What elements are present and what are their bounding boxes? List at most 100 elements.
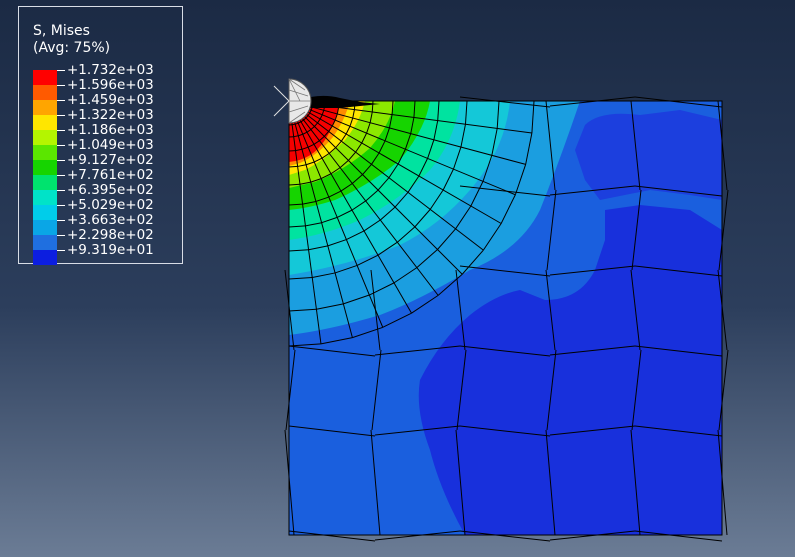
mesh-edge (482, 155, 493, 182)
rigid-indenter[interactable] (273, 78, 312, 124)
mesh-edge (630, 269, 641, 351)
legend-entry: +5.029e+02 (33, 197, 183, 220)
mesh-edge (312, 272, 336, 278)
mesh-edge (634, 185, 723, 197)
mesh-edge (546, 189, 557, 271)
mesh-edge (414, 209, 431, 228)
mesh-edge (482, 223, 502, 251)
legend-value-label: +6.395e+02 (67, 182, 154, 198)
mesh-edge (285, 349, 296, 431)
mesh-edge (351, 200, 366, 211)
mesh-edge (437, 100, 440, 121)
mesh-edge (321, 216, 338, 224)
mesh-edge (288, 165, 298, 168)
mesh-edge (634, 425, 723, 437)
mesh-edge (288, 308, 317, 312)
mesh-edge (410, 117, 415, 134)
legend-title: S, Mises (Avg: 75%) (33, 23, 110, 57)
mesh-edge (320, 337, 353, 345)
mesh-edge (630, 429, 641, 536)
mesh-edge (365, 189, 379, 202)
mesh-edge (546, 349, 557, 431)
mesh-edge (297, 121, 302, 124)
mesh-edge (369, 111, 373, 123)
mesh-edge (334, 113, 338, 121)
mesh-edge (340, 133, 347, 142)
mesh-edge (303, 117, 307, 121)
mesh-edge (349, 117, 354, 127)
mesh-edge (305, 115, 309, 119)
mesh-edge (717, 429, 728, 536)
mesh-edge (371, 349, 382, 431)
mesh-edge (397, 148, 406, 165)
legend-value-label: +1.459e+03 (67, 92, 154, 108)
mesh-edge (393, 267, 418, 284)
legend-tick (57, 100, 65, 101)
legend-entry: +1.049e+03 (33, 137, 183, 160)
mesh-edge (374, 425, 461, 436)
legend-entry: +1.732e+03 (33, 62, 183, 85)
mesh-edge (313, 140, 320, 145)
mesh-edge (634, 96, 723, 108)
mesh-edge (284, 269, 295, 351)
mesh-edge (302, 200, 317, 205)
mesh-edge (288, 343, 322, 347)
legend-entry: +1.186e+03 (33, 122, 183, 145)
mesh-edge (394, 191, 409, 208)
mesh-edge (314, 122, 318, 127)
legend-color-swatch (33, 220, 57, 235)
mesh-edge (634, 345, 723, 357)
mesh-edge (456, 349, 467, 431)
mesh-edge (459, 530, 551, 542)
legend-tick (57, 250, 65, 251)
mesh-edge (437, 228, 456, 250)
mesh-edge (307, 112, 311, 116)
legend-tick (57, 130, 65, 131)
mesh-edge (370, 429, 381, 536)
mesh-edge (433, 120, 439, 140)
mesh-edge (363, 219, 381, 232)
mesh-edge (293, 135, 299, 138)
mesh-edge (496, 100, 500, 129)
mesh-edge (370, 269, 381, 351)
legend-entry: +1.459e+03 (33, 92, 183, 115)
legend-entry: +6.395e+02 (33, 182, 183, 205)
legend-color-swatch (33, 250, 57, 265)
legend-value-label: +7.761e+02 (67, 167, 154, 183)
mesh-edge (298, 133, 303, 137)
legend-entry: +3.663e+02 (33, 212, 183, 235)
mesh-edge (718, 349, 729, 431)
mesh-edge (315, 196, 329, 202)
mesh-edge (459, 185, 551, 197)
mesh-edge (314, 157, 323, 163)
legend-tick (57, 235, 65, 236)
contour-legend: S, Mises (Avg: 75%) +1.732e+03 +1.596e+03… (18, 6, 183, 265)
mesh-edge (288, 425, 376, 437)
legend-value-label: +1.049e+03 (67, 137, 154, 153)
mesh-edge (545, 100, 556, 191)
mesh-edge (378, 140, 386, 154)
mesh-edge (321, 110, 325, 115)
legend-entry: +7.761e+02 (33, 167, 183, 190)
mesh-edge (411, 294, 439, 314)
mesh-edge (343, 294, 370, 305)
mesh-edge (306, 129, 312, 133)
mesh-edge (336, 107, 340, 115)
mesh-edge (374, 345, 461, 356)
mesh-edge (309, 109, 312, 114)
mesh-edge (288, 249, 309, 252)
mesh-edge (397, 226, 416, 243)
mesh-edge (427, 139, 435, 159)
mesh-edge (361, 132, 368, 144)
mesh-edge (634, 265, 723, 277)
legend-tick (57, 145, 65, 146)
legend-entry: +2.298e+02 (33, 227, 183, 250)
mesh-edge (382, 312, 412, 328)
mesh-edge (362, 163, 372, 175)
mesh-edge (288, 203, 303, 206)
mesh-edge (459, 96, 551, 108)
mesh-edge (371, 152, 380, 165)
mesh-edge (339, 160, 349, 169)
legend-value-label: +9.127e+02 (67, 152, 154, 168)
